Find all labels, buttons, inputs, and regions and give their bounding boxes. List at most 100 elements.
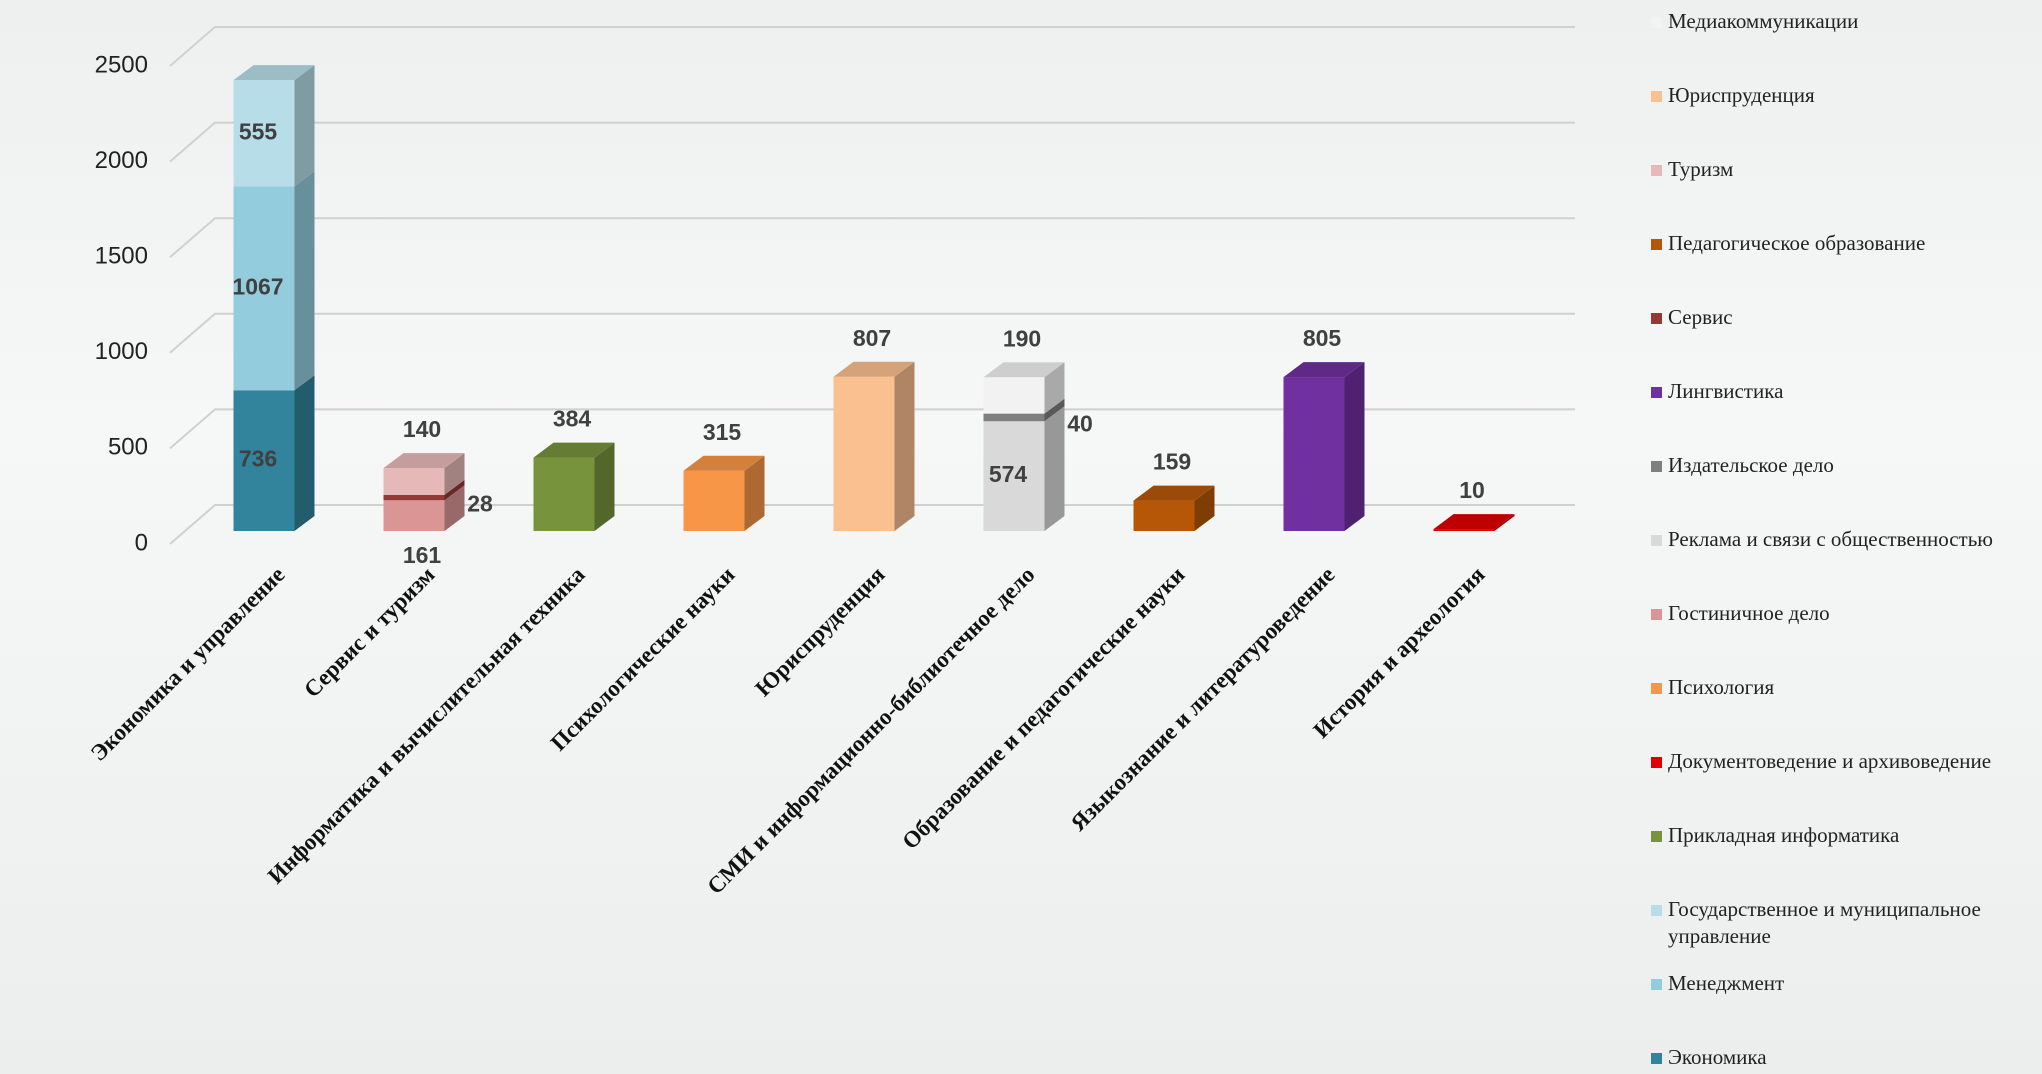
bar-segment	[233, 375, 315, 531]
data-label: 190	[1003, 325, 1041, 351]
data-label: 40	[1067, 411, 1093, 437]
bar-side	[444, 485, 465, 531]
data-label: 1067	[232, 273, 283, 299]
legend-item: Педагогическое образование	[1651, 230, 2036, 257]
bar-side	[744, 455, 765, 531]
bar-top	[383, 453, 465, 469]
bar-side	[594, 442, 615, 531]
bar-segment	[1283, 362, 1365, 531]
x-tick-label: Языкознание и литературоведение	[1066, 562, 1340, 836]
legend-item: Документоведение и архивоведение	[1651, 748, 2036, 775]
bar-side	[1494, 514, 1515, 531]
legend-swatch	[1651, 91, 1662, 102]
y-tick-label: 500	[108, 434, 148, 461]
bar-side	[894, 361, 915, 531]
data-label: 161	[403, 542, 442, 568]
legend-item: Реклама и связи с общественностью	[1651, 526, 2036, 553]
legend-item: Менеджмент	[1651, 970, 2036, 997]
legend-swatch	[1651, 683, 1662, 694]
legend-swatch	[1651, 387, 1662, 398]
legend-label: Документоведение и архивоведение	[1668, 749, 1992, 773]
bar-top	[1433, 514, 1515, 530]
bar-segment	[533, 442, 615, 531]
bar-segment	[383, 479, 465, 501]
bar-segment	[983, 406, 1065, 531]
bar-side	[444, 479, 465, 501]
bar-front	[233, 80, 295, 187]
legend-swatch	[1651, 609, 1662, 620]
legend-swatch	[1651, 1053, 1662, 1064]
x-tick-label: Сервис и туризм	[299, 562, 439, 702]
legend-item: Туризм	[1651, 156, 2036, 183]
x-tick-label: Информатика и вычислительная техника	[263, 562, 590, 889]
grid-line	[169, 504, 1575, 545]
legend-swatch	[1651, 17, 1662, 28]
legend-swatch	[1651, 757, 1662, 768]
bar-segment	[233, 171, 315, 391]
bar-segment	[383, 485, 465, 531]
grid-line	[169, 312, 1575, 354]
bar-segment	[983, 362, 1065, 414]
bar-side	[1044, 398, 1065, 422]
legend-label: Медиакоммуникации	[1668, 9, 1859, 33]
bar-top	[1283, 362, 1365, 378]
legend-label: Издательское дело	[1668, 453, 1834, 477]
data-label: 10	[1459, 477, 1485, 503]
legend-label: Педагогическое образование	[1668, 231, 1926, 255]
data-label: 807	[853, 325, 891, 351]
data-label: 315	[703, 419, 742, 445]
bar-top	[1133, 485, 1215, 501]
legend-swatch	[1651, 905, 1662, 916]
data-label: 736	[239, 446, 277, 472]
x-tick-label: Юриспруденция	[750, 562, 889, 701]
legend-label: Туризм	[1668, 157, 1734, 181]
legend-label: Государственное и муниципальное управлен…	[1668, 897, 1981, 948]
bar-side	[1344, 362, 1365, 531]
x-tick-label: Экономика и управление	[86, 562, 290, 766]
legend-item: Сервис	[1651, 304, 2036, 331]
bar-top	[683, 455, 765, 471]
bar-front	[233, 186, 295, 391]
legend-item: Прикладная информатика	[1651, 822, 2036, 849]
bar-front	[1283, 377, 1345, 531]
grid-line	[169, 121, 1575, 163]
y-tick-label: 1000	[95, 338, 148, 365]
bar-front	[1133, 500, 1195, 531]
legend-label: Экономика	[1668, 1045, 1767, 1069]
legend-item: Психология	[1651, 674, 2036, 701]
y-tick-label: 2500	[95, 51, 148, 78]
chart: 0 500 1000 1500 2000 2500 Экономика и управлен…	[86, 26, 1575, 899]
legend-label: Лингвистика	[1668, 379, 1784, 403]
legend-label: Реклама и связи с общественностью	[1668, 527, 1993, 551]
bar-side	[1194, 485, 1215, 531]
data-label: 555	[239, 118, 278, 144]
bar-front	[383, 500, 445, 531]
x-tick-label: Образование и педагогические науки	[897, 562, 1189, 854]
bar-top	[983, 362, 1065, 378]
x-tick-label: История и археология	[1309, 562, 1490, 743]
data-label: 159	[1153, 449, 1191, 475]
legend-label: Юриспруденция	[1668, 83, 1815, 107]
legend-label: Прикладная информатика	[1668, 823, 1900, 847]
data-label: 805	[1303, 325, 1342, 351]
bar-front	[533, 457, 595, 531]
grid-line	[169, 408, 1575, 450]
bar-front	[983, 421, 1045, 531]
bar-segment	[833, 361, 915, 531]
bar-side	[444, 453, 465, 495]
legend-swatch	[1651, 831, 1662, 842]
bar-side	[1044, 406, 1065, 531]
x-tick-label: СМИ и информационно-библиотечное дело	[702, 562, 1039, 899]
legend-item: Юриспруденция	[1651, 82, 2036, 109]
legend-swatch	[1651, 313, 1662, 324]
legend-item: Государственное и муниципальное управлен…	[1651, 896, 2036, 950]
legend-swatch	[1651, 535, 1662, 546]
legend-item: Гостиничное дело	[1651, 600, 2036, 627]
legend-label: Гостиничное дело	[1668, 601, 1830, 625]
legend-label: Сервис	[1668, 305, 1733, 329]
legend-label: Менеджмент	[1668, 971, 1785, 995]
legend-item: Издательское дело	[1651, 452, 2036, 479]
bar-segment	[383, 453, 465, 495]
legend-swatch	[1651, 239, 1662, 250]
